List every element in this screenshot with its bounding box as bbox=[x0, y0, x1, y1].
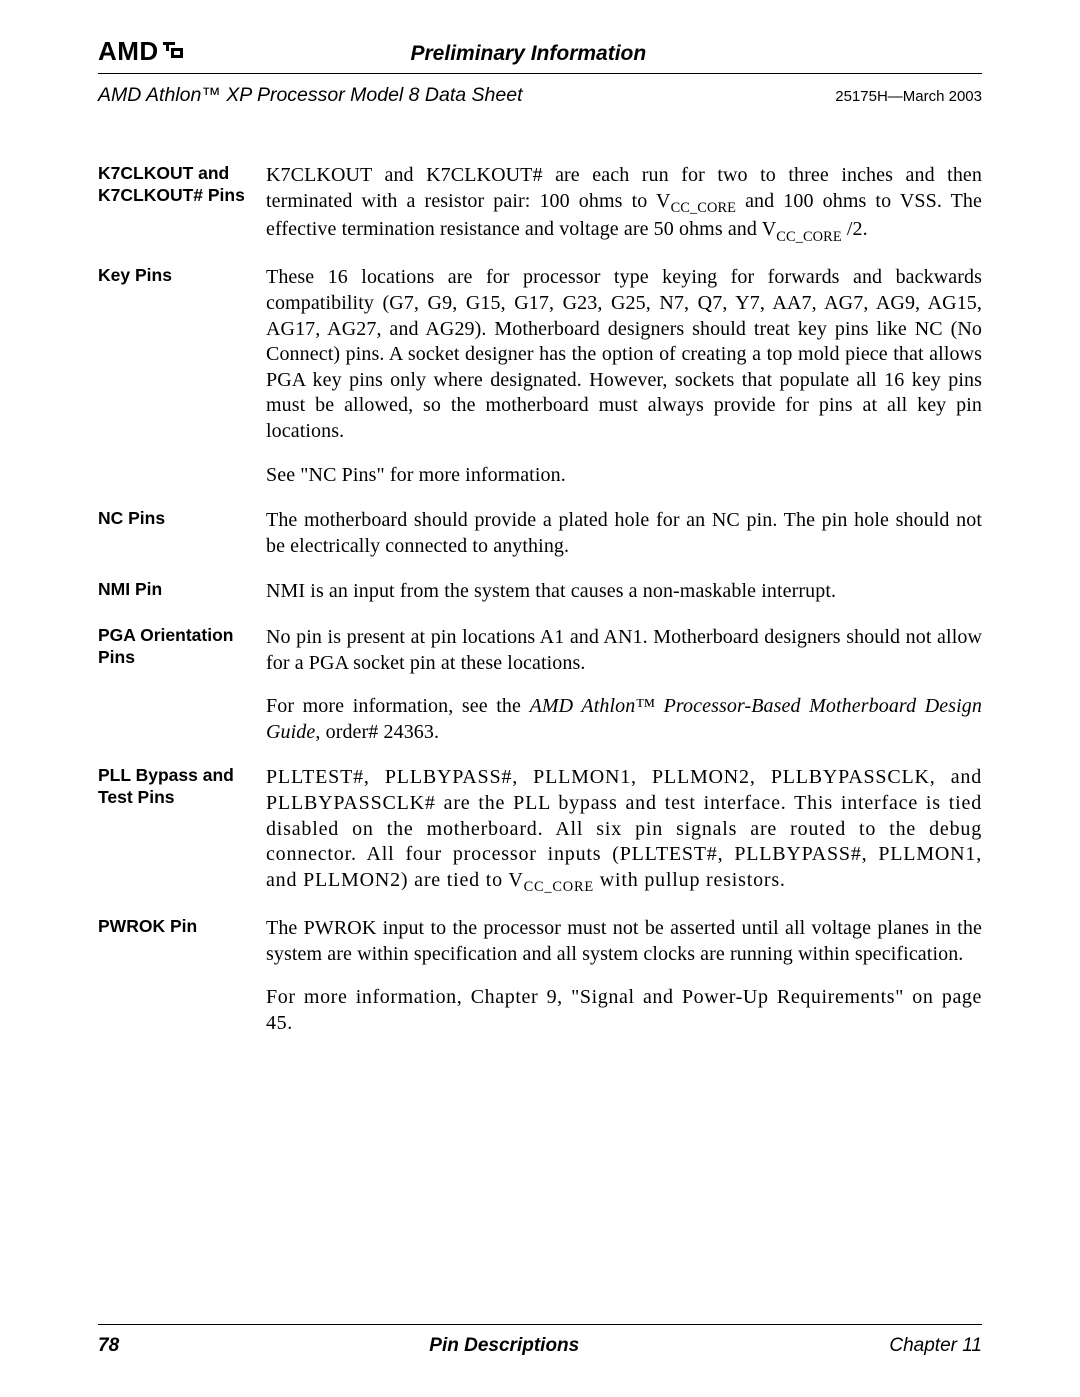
section-label: PGA Orientation Pins bbox=[98, 625, 266, 745]
section-body: The PWROK input to the processor must no… bbox=[266, 916, 982, 1036]
section-ncpins: NC Pins The motherboard should provide a… bbox=[98, 508, 982, 559]
paragraph: K7CLKOUT and K7CLKOUT# are each run for … bbox=[266, 163, 982, 245]
paragraph: The motherboard should provide a plated … bbox=[266, 508, 982, 559]
section-body: The motherboard should provide a plated … bbox=[266, 508, 982, 559]
paragraph: For more information, Chapter 9, "Signal… bbox=[266, 985, 982, 1036]
section-pwrok: PWROK Pin The PWROK input to the process… bbox=[98, 916, 982, 1036]
document-title: AMD Athlon™ XP Processor Model 8 Data Sh… bbox=[98, 84, 523, 107]
page-number: 78 bbox=[98, 1335, 119, 1357]
paragraph: See "NC Pins" for more information. bbox=[266, 463, 982, 489]
section-body: K7CLKOUT and K7CLKOUT# are each run for … bbox=[266, 163, 982, 245]
logo-text: AMD bbox=[98, 36, 159, 67]
section-label: NC Pins bbox=[98, 508, 266, 559]
document-revision: 25175H—March 2003 bbox=[835, 88, 982, 105]
section-label: NMI Pin bbox=[98, 579, 266, 605]
paragraph: No pin is present at pin locations A1 an… bbox=[266, 625, 982, 676]
footer-rule bbox=[98, 1324, 982, 1325]
section-body: These 16 locations are for processor typ… bbox=[266, 265, 982, 488]
paragraph: NMI is an input from the system that cau… bbox=[266, 579, 982, 605]
chapter-number: Chapter 11 bbox=[889, 1335, 982, 1357]
paragraph: The PWROK input to the processor must no… bbox=[266, 916, 982, 967]
paragraph: These 16 locations are for processor typ… bbox=[266, 265, 982, 444]
amd-logo: AMD bbox=[98, 36, 185, 67]
section-k7clkout: K7CLKOUT and K7CLKOUT# Pins K7CLKOUT and… bbox=[98, 163, 982, 245]
section-label: PLL Bypass and Test Pins bbox=[98, 765, 266, 896]
section-pll: PLL Bypass and Test Pins PLLTEST#, PLLBY… bbox=[98, 765, 982, 896]
section-body: PLLTEST#, PLLBYPASS#, PLLMON1, PLLMON2, … bbox=[266, 765, 982, 896]
paragraph: PLLTEST#, PLLBYPASS#, PLLMON1, PLLMON2, … bbox=[266, 765, 982, 896]
section-label: Key Pins bbox=[98, 265, 266, 488]
preliminary-label: Preliminary Information bbox=[185, 42, 872, 66]
paragraph: For more information, see the AMD Athlon… bbox=[266, 694, 982, 745]
section-nmi: NMI Pin NMI is an input from the system … bbox=[98, 579, 982, 605]
section-body: No pin is present at pin locations A1 an… bbox=[266, 625, 982, 745]
section-pga: PGA Orientation Pins No pin is present a… bbox=[98, 625, 982, 745]
section-label: PWROK Pin bbox=[98, 916, 266, 1036]
header-rule bbox=[98, 73, 982, 74]
content-area: K7CLKOUT and K7CLKOUT# Pins K7CLKOUT and… bbox=[98, 163, 982, 1037]
footer-center: Pin Descriptions bbox=[429, 1335, 579, 1357]
section-label: K7CLKOUT and K7CLKOUT# Pins bbox=[98, 163, 266, 245]
amd-arrow-icon bbox=[161, 36, 185, 67]
page-footer: 78 Pin Descriptions Chapter 11 bbox=[98, 1324, 982, 1357]
section-body: NMI is an input from the system that cau… bbox=[266, 579, 982, 605]
section-keypins: Key Pins These 16 locations are for proc… bbox=[98, 265, 982, 488]
page-header: AMD Preliminary Information AMD Athlon™ … bbox=[98, 36, 982, 107]
